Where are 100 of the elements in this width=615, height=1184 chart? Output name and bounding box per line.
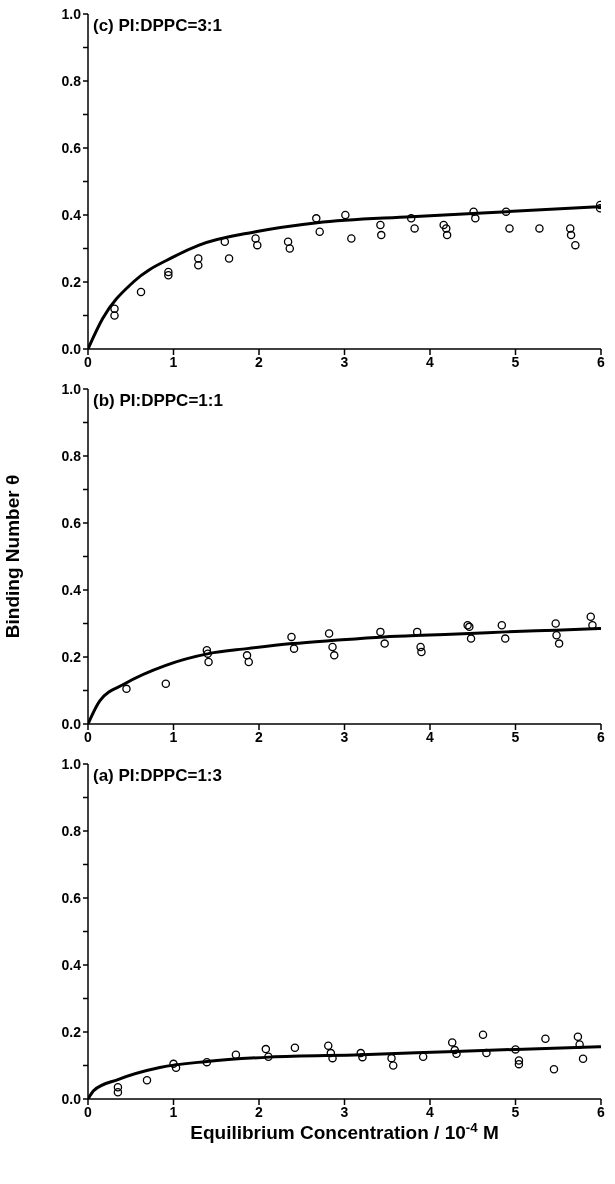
point: [406, 214, 416, 223]
x-tick-label: 4: [426, 1103, 435, 1120]
point: [410, 224, 419, 233]
point: [113, 1088, 123, 1097]
point: [478, 1030, 488, 1039]
point: [376, 627, 385, 637]
point: [324, 629, 334, 638]
point: [122, 684, 131, 694]
x-tick-label: 4: [426, 353, 435, 370]
y-tick-label: 0.2: [61, 648, 82, 665]
point: [312, 214, 321, 223]
point: [261, 1044, 271, 1054]
y-tick-label: 0.4: [61, 956, 82, 973]
point: [482, 1048, 491, 1058]
x-tick-label: 5: [511, 1103, 520, 1120]
point: [169, 1059, 178, 1069]
point: [328, 642, 337, 652]
y-tick-label: 0.6: [61, 514, 82, 531]
point: [194, 261, 203, 270]
point: [501, 207, 511, 216]
point: [251, 234, 260, 243]
point: [136, 287, 146, 297]
point: [204, 657, 213, 667]
x-tick-label: 1: [169, 728, 178, 745]
y-tick-label: 0.2: [61, 1023, 82, 1040]
point: [244, 657, 253, 667]
point: [511, 1045, 520, 1054]
point: [450, 1045, 460, 1055]
point: [505, 224, 514, 233]
y-tick-label: 0.4: [61, 206, 82, 223]
point: [418, 1052, 428, 1062]
x-tick-label: 3: [340, 353, 349, 370]
point: [285, 244, 295, 253]
point: [514, 1059, 524, 1069]
point: [290, 1043, 300, 1052]
point: [566, 230, 576, 240]
point: [565, 224, 575, 233]
point: [326, 1048, 336, 1058]
x-tick-label: 4: [426, 728, 435, 745]
point: [242, 651, 252, 660]
point: [469, 207, 478, 216]
point: [514, 1056, 524, 1065]
point: [329, 651, 339, 660]
point: [416, 642, 425, 652]
x-tick-label: 5: [511, 728, 520, 745]
chart-title: (c) PI:DPPC=3:1: [93, 16, 222, 36]
point: [264, 1052, 273, 1062]
point: [164, 267, 173, 277]
point: [347, 234, 356, 243]
chart-title: (b) PI:DPPC=1:1: [93, 391, 223, 411]
point: [442, 230, 452, 240]
point: [110, 311, 119, 320]
point: [220, 237, 230, 247]
point: [551, 619, 560, 628]
point: [497, 620, 507, 630]
point: [110, 304, 119, 314]
point: [554, 639, 564, 648]
y-tick-label: 0.6: [61, 139, 82, 156]
x-tick-label: 6: [597, 1103, 606, 1120]
x-tick-label: 0: [84, 353, 93, 370]
point: [535, 224, 544, 233]
y-tick-label: 0.6: [61, 889, 82, 906]
x-tick-label: 1: [169, 1103, 178, 1120]
x-tick-label: 2: [255, 1103, 264, 1120]
x-tick-label: 3: [340, 1103, 349, 1120]
y-tick-label: 1.0: [61, 380, 82, 397]
point: [586, 612, 595, 622]
point: [289, 644, 299, 653]
point: [253, 240, 262, 250]
point: [417, 647, 426, 657]
point: [573, 1032, 583, 1041]
point: [376, 220, 385, 230]
y-tick-label: 0.0: [61, 1090, 82, 1107]
y-tick-label: 0.8: [61, 72, 82, 89]
point: [287, 632, 296, 642]
point: [377, 230, 386, 240]
y-tick-label: 0.4: [61, 581, 82, 598]
point: [341, 210, 350, 220]
point: [549, 1064, 559, 1074]
point: [571, 240, 580, 250]
x-tick-label: 5: [511, 353, 520, 370]
point: [164, 271, 173, 280]
x-axis-title: Equilibrium Concentration / 10$^{-4}$ M: [190, 1119, 499, 1143]
point: [439, 220, 448, 230]
point: [471, 214, 480, 223]
point: [283, 237, 293, 247]
point: [500, 634, 510, 643]
point: [161, 679, 171, 689]
x-tick-label: 0: [84, 1103, 93, 1120]
y-tick-label: 1.0: [61, 5, 82, 22]
point: [224, 254, 234, 263]
point: [315, 227, 324, 236]
point: [358, 1052, 367, 1062]
x-tick-label: 0: [84, 728, 93, 745]
x-tick-label: 6: [597, 353, 606, 370]
point: [466, 634, 476, 643]
y-tick-label: 1.0: [61, 755, 82, 772]
point: [541, 1034, 550, 1043]
point: [447, 1038, 457, 1047]
x-tick-label: 6: [597, 728, 606, 745]
